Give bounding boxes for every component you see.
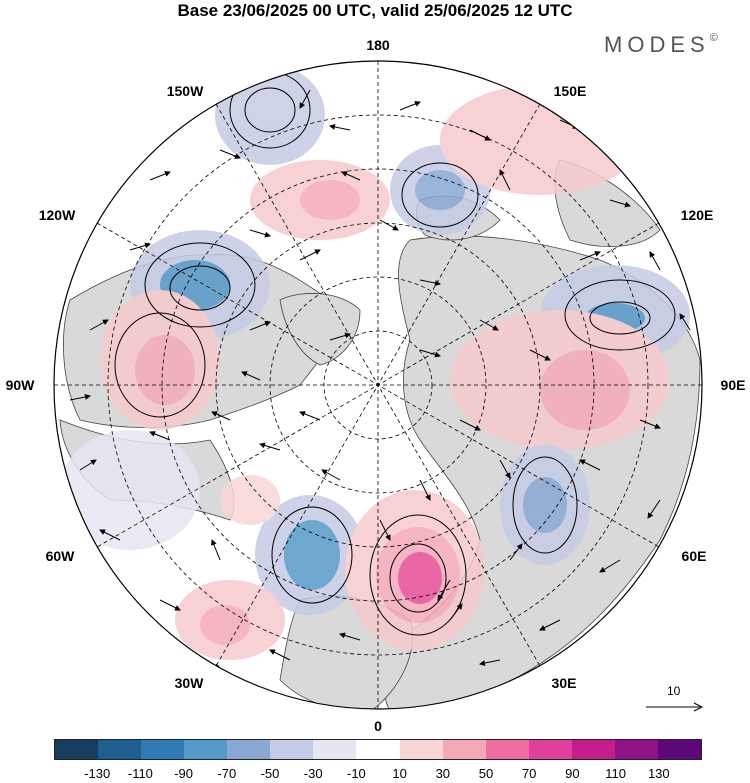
colorbar-tick-label: 50: [478, 766, 494, 781]
colorbar-swatch: [614, 740, 658, 759]
colorbar-tick-label: 110: [605, 766, 626, 781]
lon-label-120w: 120W: [38, 207, 76, 223]
graticule: [54, 61, 702, 709]
map-title: Base 23/06/2025 00 UTC, valid 25/06/2025…: [177, 1, 573, 20]
colorbar-ticks: -130 -110 -90 -70 -50 -30 -10 10 30 50 70 90 110 130: [54, 766, 702, 782]
modes-logo: MODES©: [604, 32, 718, 58]
colorbar-tick-label: 70: [521, 766, 537, 781]
colorbar-swatch: [55, 740, 99, 759]
lon-label-150e: 150E: [553, 83, 587, 99]
brand-text: MODES: [604, 32, 710, 57]
colorbar-swatch: [485, 740, 529, 759]
reference-vector-arrow: [646, 702, 704, 712]
colorbar-swatch: [141, 740, 185, 759]
lon-label-0: 0: [374, 718, 382, 734]
colorbar-tick-label: 30: [435, 766, 451, 781]
lon-label-30e: 30E: [551, 675, 577, 691]
colorbar-swatch: [270, 740, 314, 759]
lon-label-60e: 60E: [681, 548, 707, 564]
lon-label-120e: 120E: [680, 207, 714, 223]
colorbar-swatch: [399, 740, 443, 759]
colorbar-swatch: [227, 740, 271, 759]
colorbar-tick-label: -50: [260, 766, 280, 781]
colorbar-swatch: [657, 740, 701, 759]
lon-label-180: 180: [366, 37, 390, 53]
colorbar-tick-label: -30: [303, 766, 323, 781]
lon-label-90w: 90W: [5, 377, 35, 393]
copyright-mark: ©: [709, 32, 718, 44]
lon-label-150w: 150W: [166, 83, 204, 99]
colorbar-swatch: [571, 740, 615, 759]
colorbar-swatch: [356, 740, 400, 759]
colorbar-tick-label: -110: [127, 766, 153, 781]
reference-vector-label: 10: [667, 684, 681, 698]
colorbar-tick-label: 130: [647, 766, 670, 781]
lon-label-90e: 90E: [720, 377, 746, 393]
wind-vectors: [69, 89, 691, 669]
colorbar-swatch: [184, 740, 228, 759]
colorbar-tick-label: 90: [565, 766, 580, 781]
colorbar: [54, 739, 702, 760]
lon-label-60w: 60W: [45, 548, 75, 564]
map-boundary: [53, 60, 703, 710]
colorbar-tick-label: -90: [174, 766, 193, 781]
colorbar-tick-label: -10: [346, 766, 366, 781]
colorbar-tick-label: 10: [392, 766, 407, 781]
lon-label-30w: 30W: [174, 675, 204, 691]
colorbar-tick-label: -130: [84, 766, 111, 781]
colorbar-tick-label: -70: [217, 766, 237, 781]
colorbar-swatch: [442, 740, 486, 759]
colorbar-swatch: [313, 740, 357, 759]
colorbar-swatch: [98, 740, 142, 759]
colorbar-swatch: [528, 740, 572, 759]
